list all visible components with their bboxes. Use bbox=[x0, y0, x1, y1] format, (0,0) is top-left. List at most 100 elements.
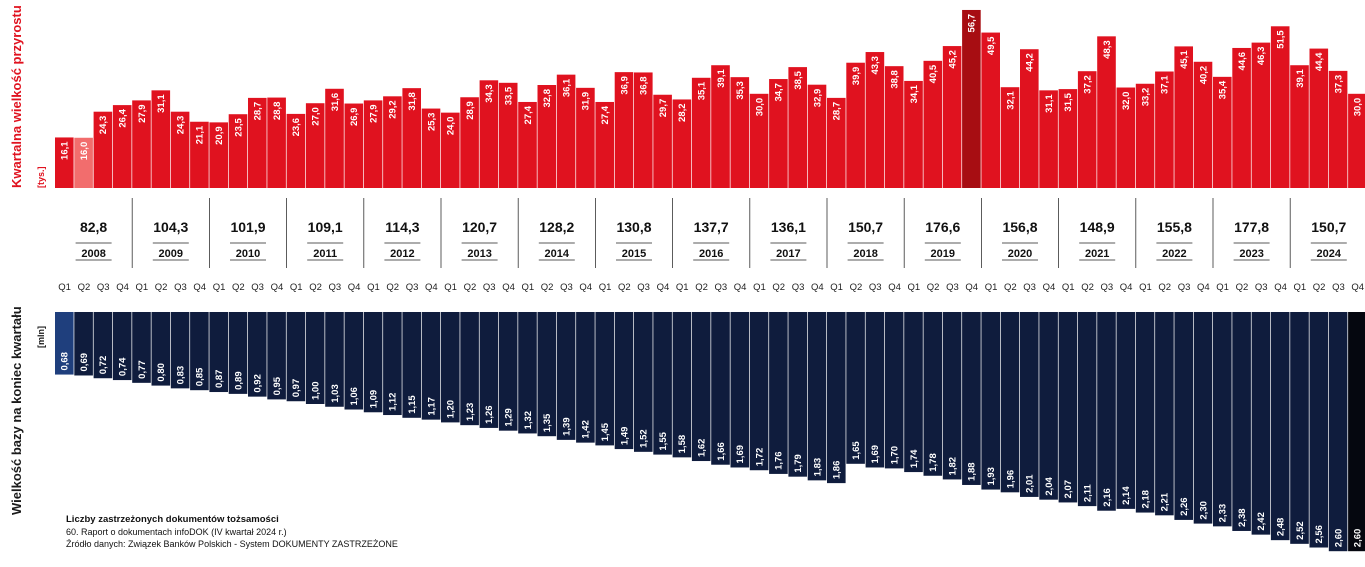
bottom-bar-label: 0,74 bbox=[118, 357, 129, 376]
bottom-bar bbox=[846, 312, 865, 464]
year-total: 120,7 bbox=[462, 219, 497, 235]
top-bar-label: 36,8 bbox=[639, 76, 650, 95]
quarter-tick: Q1 bbox=[213, 282, 226, 293]
quarter-tick: Q3 bbox=[174, 282, 187, 293]
top-bar-label: 44,2 bbox=[1025, 53, 1036, 72]
top-bar-label: 27,4 bbox=[523, 105, 534, 124]
quarter-tick: Q2 bbox=[695, 282, 708, 293]
bottom-bar-label: 0,92 bbox=[253, 374, 264, 393]
top-bar bbox=[1270, 26, 1290, 189]
bottom-bar bbox=[209, 312, 228, 393]
quarter-tick: Q4 bbox=[1043, 282, 1056, 293]
year-label: 2016 bbox=[699, 248, 723, 260]
top-bar bbox=[228, 114, 248, 188]
top-bar-label: 28,9 bbox=[465, 101, 476, 120]
top-bars: 16,1 16,0 24,3 26,4 27,9 31,1 24,3 21,1 20,9 23,5… bbox=[55, 9, 1365, 189]
quarter-tick: Q3 bbox=[560, 282, 573, 293]
top-bar bbox=[305, 103, 325, 188]
quarter-tick: Q3 bbox=[329, 282, 342, 293]
bottom-bar-label: 1,70 bbox=[890, 446, 901, 465]
bottom-bar-label: 1,39 bbox=[561, 417, 572, 436]
quarter-tick: Q1 bbox=[1139, 282, 1152, 293]
year-total: 150,7 bbox=[1311, 219, 1346, 235]
top-bar-label: 31,6 bbox=[330, 93, 341, 112]
bottom-bar-label: 1,52 bbox=[639, 429, 650, 448]
top-bar bbox=[730, 77, 750, 188]
year-label: 2024 bbox=[1317, 248, 1342, 260]
bottom-bar bbox=[691, 312, 711, 462]
year-total: 109,1 bbox=[308, 219, 343, 235]
top-bar-label: 51,5 bbox=[1276, 30, 1287, 49]
year-total: 130,8 bbox=[616, 219, 651, 235]
top-bar bbox=[1309, 48, 1329, 188]
top-bar-label: 34,3 bbox=[484, 84, 495, 103]
year-total: 177,8 bbox=[1234, 219, 1269, 235]
top-bar-label: 40,2 bbox=[1198, 66, 1209, 85]
top-bar-label: 31,8 bbox=[407, 92, 418, 111]
year-label: 2019 bbox=[931, 248, 955, 260]
top-bar-label: 32,8 bbox=[542, 89, 553, 108]
bottom-bar bbox=[55, 312, 74, 375]
bottom-bar-label: 1,69 bbox=[735, 445, 746, 464]
bottom-bar bbox=[1020, 312, 1039, 497]
quarter-tick: Q1 bbox=[599, 282, 612, 293]
top-bar-label: 23,5 bbox=[233, 118, 244, 137]
quarter-tick: Q2 bbox=[1236, 282, 1249, 293]
quarter-tick: Q1 bbox=[522, 282, 535, 293]
top-bar-label: 26,4 bbox=[118, 108, 129, 127]
bottom-bar bbox=[518, 312, 537, 434]
bottom-bar bbox=[537, 312, 557, 437]
top-bar bbox=[460, 97, 479, 188]
quarter-tick: Q2 bbox=[850, 282, 863, 293]
top-bar-label: 39,1 bbox=[716, 69, 727, 88]
bottom-bar bbox=[1155, 312, 1174, 516]
top-bar bbox=[1155, 71, 1174, 188]
top-bar-label: 29,7 bbox=[658, 99, 669, 118]
bottom-bar bbox=[653, 312, 672, 455]
quarter-tick: Q4 bbox=[811, 282, 824, 293]
bottom-bar-label: 0,95 bbox=[272, 376, 283, 395]
bottom-bar-label: 2,16 bbox=[1102, 488, 1113, 507]
bottom-bar bbox=[807, 312, 827, 481]
year-total: 104,3 bbox=[153, 219, 188, 235]
top-bar-label: 32,0 bbox=[1121, 92, 1132, 111]
top-bar bbox=[267, 97, 286, 188]
bottom-bar bbox=[614, 312, 634, 450]
bottom-bar bbox=[576, 312, 595, 443]
bottom-bar bbox=[1290, 312, 1309, 544]
bottom-bar bbox=[344, 312, 364, 410]
top-bar bbox=[827, 97, 846, 188]
top-bar-label: 16,1 bbox=[60, 141, 71, 160]
top-bar-label: 37,3 bbox=[1333, 75, 1344, 94]
quarter-tick: Q2 bbox=[386, 282, 399, 293]
bottom-bar bbox=[325, 312, 344, 407]
bottom-bar-label: 1,66 bbox=[716, 442, 727, 461]
bottom-bar-label: 1,26 bbox=[484, 405, 495, 424]
quarter-tick: Q2 bbox=[927, 282, 940, 293]
bottom-bar bbox=[267, 312, 286, 400]
top-bar bbox=[1000, 87, 1020, 188]
bottom-bar-label: 1,12 bbox=[388, 393, 399, 412]
bottom-bar-label: 0,85 bbox=[195, 367, 206, 386]
bottom-bar-label: 1,69 bbox=[870, 445, 881, 464]
bottom-bar-label: 2,26 bbox=[1179, 497, 1190, 516]
top-bar bbox=[1097, 36, 1116, 189]
top-bar bbox=[151, 90, 171, 188]
quarter-tick: Q4 bbox=[271, 282, 284, 293]
bottom-bar bbox=[1135, 312, 1155, 513]
bottom-bar-label: 2,56 bbox=[1314, 525, 1325, 544]
top-bar-label: 38,5 bbox=[793, 70, 804, 89]
top-bar-label: 44,4 bbox=[1314, 52, 1325, 71]
bottom-bar-label: 1,88 bbox=[967, 462, 978, 481]
bottom-bar-label: 2,14 bbox=[1121, 486, 1132, 505]
bottom-bar bbox=[1270, 312, 1290, 541]
top-bar bbox=[556, 74, 576, 188]
bottom-bar-label: 0,68 bbox=[60, 352, 71, 371]
bottom-bar bbox=[672, 312, 692, 458]
quarter-tick: Q3 bbox=[1255, 282, 1268, 293]
quarter-tick: Q4 bbox=[116, 282, 129, 293]
year-total: 155,8 bbox=[1157, 219, 1192, 235]
bottom-bar-label: 1,58 bbox=[677, 435, 688, 454]
bottom-bar bbox=[112, 312, 132, 381]
bottom-bar-label: 1,00 bbox=[311, 382, 322, 401]
